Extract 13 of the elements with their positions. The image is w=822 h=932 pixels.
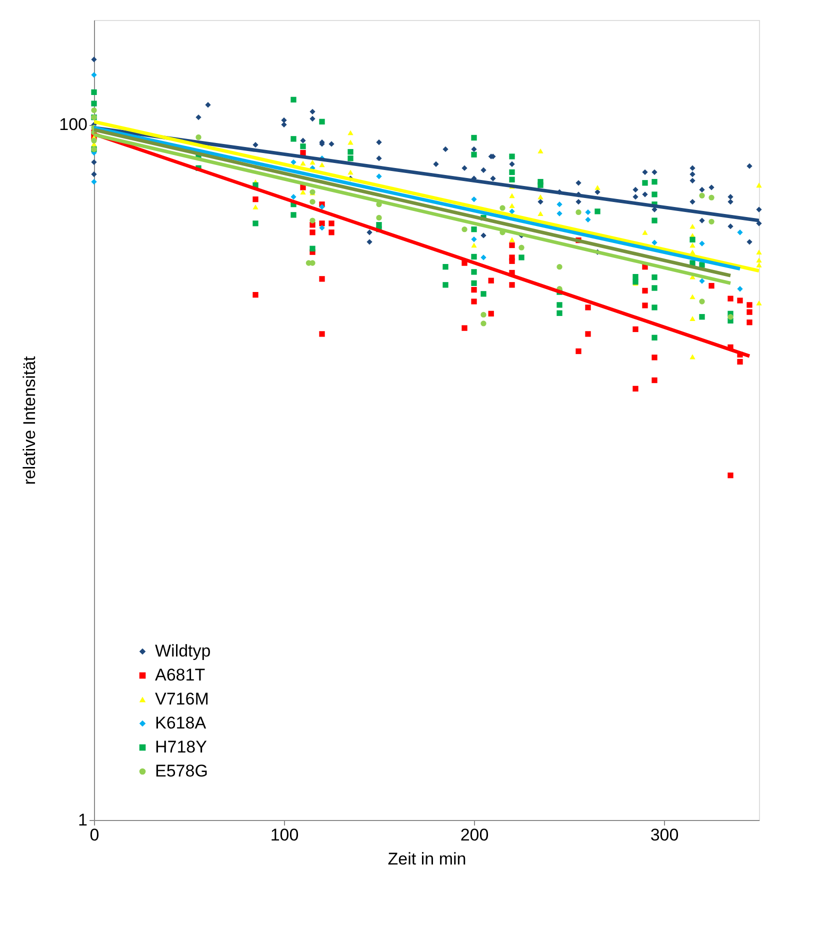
legend-label: Wildtyp <box>155 642 211 660</box>
x-tick-label: 200 <box>460 826 489 844</box>
legend-label: A681T <box>155 666 206 684</box>
x-tick-label: 300 <box>650 826 679 844</box>
legend-label: K618A <box>155 714 207 732</box>
legend-label: E578G <box>155 762 208 780</box>
y-axis-title: relative Intensität <box>20 356 40 485</box>
x-tick-label: 100 <box>270 826 299 844</box>
x-tick-label: 0 <box>90 826 100 844</box>
x-axis-title: Zeit in min <box>388 850 466 868</box>
y-tick-label: 1 <box>78 810 88 830</box>
legend-label: H718Y <box>155 738 207 756</box>
legend-label: V716M <box>155 690 209 708</box>
